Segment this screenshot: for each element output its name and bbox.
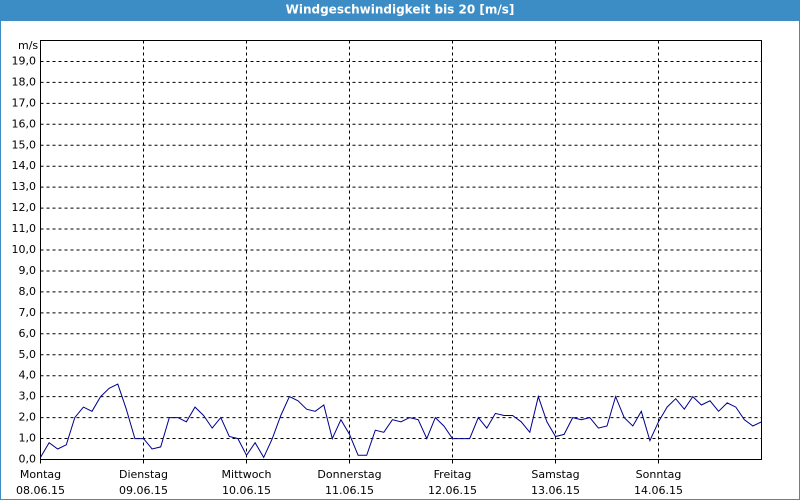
x-tick-date: 12.06.15 — [428, 484, 477, 497]
x-tick-weekday: Sonntag — [636, 468, 682, 481]
y-tick-label: 11,0 — [12, 222, 37, 235]
x-tick-date: 08.06.15 — [16, 484, 65, 497]
y-tick-label: 7,0 — [19, 306, 37, 319]
y-tick-label: 14,0 — [12, 159, 37, 172]
y-tick-label: 4,0 — [19, 369, 37, 382]
x-tick-weekday: Mittwoch — [222, 468, 272, 481]
y-tick-label: 12,0 — [12, 201, 37, 214]
y-unit: m/s — [18, 39, 38, 52]
wind-line — [40, 383, 762, 459]
title-bar — [0, 0, 800, 20]
y-tick-label: 9,0 — [19, 264, 37, 277]
x-tick-date: 10.06.15 — [222, 484, 271, 497]
y-tick-label: 18,0 — [12, 75, 37, 88]
y-tick-label: 3,0 — [19, 390, 37, 403]
x-tick-weekday: Freitag — [434, 468, 472, 481]
y-tick-label: 16,0 — [12, 117, 37, 130]
y-tick-label: 0,0 — [19, 453, 37, 466]
y-tick-label: 1,0 — [19, 432, 37, 445]
x-tick-date: 09.06.15 — [119, 484, 168, 497]
y-tick-label: 17,0 — [12, 96, 37, 109]
y-tick-label: 10,0 — [12, 243, 37, 256]
y-tick-label: 15,0 — [12, 138, 37, 151]
y-tick-label: 13,0 — [12, 180, 37, 193]
x-tick-weekday: Montag — [20, 468, 61, 481]
y-tick-label: 6,0 — [19, 327, 37, 340]
chart-title: Windgeschwindigkeit bis 20 [m/s] — [286, 3, 515, 17]
x-tick-weekday: Donnerstag — [317, 468, 381, 481]
frame — [0, 20, 800, 500]
y-tick-label: 8,0 — [19, 285, 37, 298]
x-tick-date: 13.06.15 — [531, 484, 580, 497]
x-tick-date: 11.06.15 — [325, 484, 374, 497]
y-tick-label: 19,0 — [12, 54, 37, 67]
y-tick-label: 5,0 — [19, 348, 37, 361]
x-tick-weekday: Samstag — [531, 468, 579, 481]
x-tick-date: 14.06.15 — [634, 484, 683, 497]
x-tick-weekday: Dienstag — [119, 468, 168, 481]
y-tick-label: 2,0 — [19, 411, 37, 424]
